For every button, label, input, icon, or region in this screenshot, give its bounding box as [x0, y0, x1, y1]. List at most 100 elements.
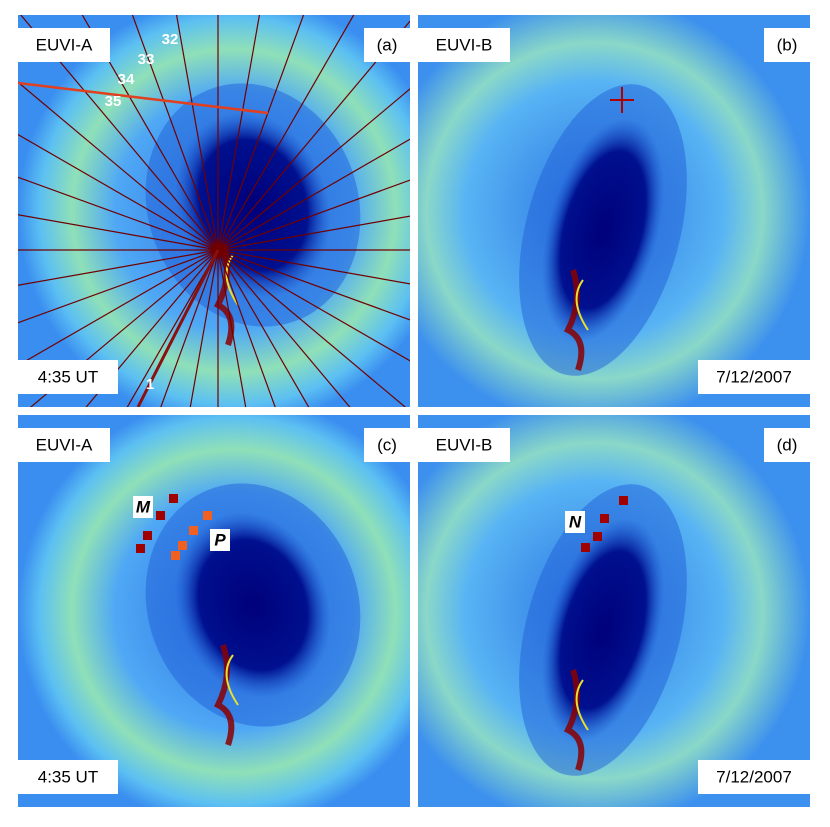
sector-line — [217, 249, 247, 407]
dimming-core — [542, 518, 664, 742]
sector-line — [18, 81, 219, 251]
sector-line — [217, 249, 410, 321]
marker-label: M — [136, 497, 151, 516]
label-box — [18, 28, 110, 62]
sector-line — [85, 249, 219, 407]
sector-line — [217, 15, 305, 251]
marker-square — [178, 541, 187, 550]
sector-line — [217, 20, 410, 251]
panel: EUVI-B (b) 7/12/2007 — [418, 15, 810, 407]
sector-line — [81, 15, 219, 251]
panel: N EUVI-B (d) 7/12/2007 — [418, 415, 810, 807]
dimming-core — [175, 512, 331, 698]
sector-line — [217, 88, 410, 251]
marker-square — [156, 511, 165, 520]
marker-square — [600, 514, 609, 523]
sector-line — [189, 249, 219, 407]
sector-line — [126, 249, 219, 407]
marker-box — [133, 496, 153, 518]
label-box — [364, 428, 410, 462]
sector-line — [20, 15, 219, 251]
sector-highlight — [18, 81, 269, 115]
label-box — [764, 28, 810, 62]
dimming-core — [542, 118, 664, 342]
sector-line — [217, 249, 410, 362]
active-region — [563, 669, 585, 771]
sector-line — [217, 249, 407, 407]
image — [18, 15, 410, 407]
sector-line — [18, 133, 219, 251]
marker-box — [565, 511, 585, 533]
panel: M P EUVI-A (c) 4:35 UT — [18, 415, 410, 807]
sector-line — [217, 249, 410, 285]
marker-label: N — [569, 512, 582, 531]
image — [418, 15, 810, 407]
sector-label: 33 — [138, 51, 155, 68]
sector-line — [217, 138, 410, 251]
marker-label: P — [214, 530, 226, 549]
sector-line — [18, 249, 219, 324]
sector-line — [217, 179, 410, 251]
sector-line — [217, 249, 276, 407]
panel-label: (c) — [377, 435, 397, 454]
sector-line — [18, 249, 219, 286]
label-box — [418, 428, 510, 462]
marker-square — [169, 494, 178, 503]
panel-label: (b) — [777, 35, 798, 54]
marker-square — [593, 532, 602, 541]
sector-line — [217, 249, 351, 407]
panel-label: EUVI-B — [436, 35, 493, 54]
sector-line — [217, 15, 355, 251]
active-region — [225, 254, 239, 306]
sector-highlight — [136, 249, 220, 407]
panel-label: EUVI-A — [36, 35, 93, 54]
panel-label: (d) — [777, 435, 798, 454]
label-box — [18, 760, 118, 794]
sector-line — [29, 249, 219, 407]
label-box — [18, 428, 110, 462]
marker-square — [171, 551, 180, 560]
sector-line — [175, 15, 219, 251]
sector-line — [18, 214, 219, 251]
label-box — [364, 28, 410, 62]
panel-label: (a) — [377, 35, 398, 54]
sector-label: 32 — [162, 31, 179, 48]
label-box — [418, 28, 510, 62]
marker-square — [203, 511, 212, 520]
sector-line — [18, 249, 219, 367]
panel-label: EUVI-B — [436, 435, 493, 454]
image — [18, 415, 410, 807]
sector-label: 34 — [118, 71, 135, 88]
sector-line — [131, 15, 219, 251]
sector-line — [217, 15, 261, 251]
panel-label: 4:35 UT — [38, 367, 98, 386]
image — [418, 415, 810, 807]
sector-line — [160, 249, 219, 407]
sector-label: 35 — [105, 93, 122, 110]
active-region — [575, 279, 589, 331]
active-region — [575, 679, 589, 731]
sector-label: 1 — [146, 376, 154, 393]
sector-line — [217, 249, 310, 407]
marker-square — [189, 526, 198, 535]
marker-square — [581, 543, 590, 552]
panel-label: 7/12/2007 — [716, 367, 792, 386]
label-box — [764, 428, 810, 462]
label-box — [18, 360, 118, 394]
marker-square — [143, 531, 152, 540]
label-box — [698, 360, 810, 394]
marker-box — [210, 529, 230, 551]
active-region — [563, 269, 585, 371]
panel-label: 7/12/2007 — [716, 767, 792, 786]
marker-square — [619, 496, 628, 505]
panel-label: 4:35 UT — [38, 767, 98, 786]
marker-square — [136, 544, 145, 553]
sector-line — [18, 176, 219, 251]
sector-line — [217, 215, 410, 251]
label-box — [698, 760, 810, 794]
panel-label: EUVI-A — [36, 435, 93, 454]
active-region — [225, 654, 239, 706]
active-region — [213, 644, 235, 746]
